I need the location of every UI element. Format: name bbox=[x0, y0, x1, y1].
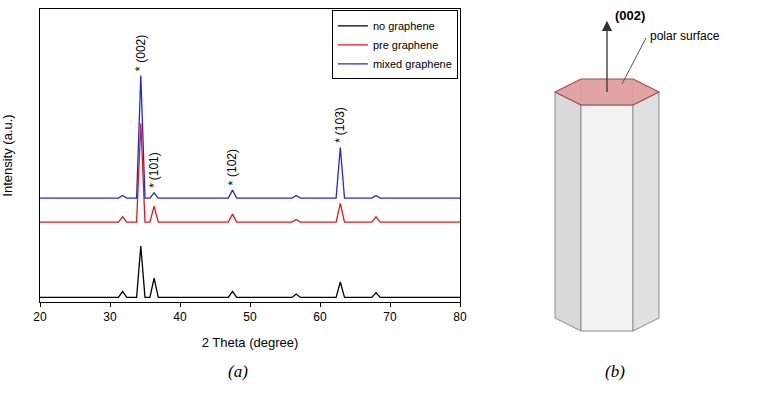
svg-text:Intensity (a.u.): Intensity (a.u.) bbox=[0, 114, 15, 196]
svg-text:2 Theta (degree): 2 Theta (degree) bbox=[202, 335, 299, 350]
html-text:(a): (a) bbox=[228, 362, 248, 381]
html-text:(b): (b) bbox=[605, 362, 625, 381]
svg-text:mixed graphene: mixed graphene bbox=[373, 58, 452, 70]
svg-text:*: * bbox=[333, 138, 347, 143]
svg-text:*: * bbox=[147, 183, 161, 188]
svg-text:polar surface: polar surface bbox=[650, 29, 720, 43]
svg-text:20: 20 bbox=[33, 310, 47, 324]
svg-text:no graphene: no graphene bbox=[373, 20, 435, 32]
svg-text:pre graphene: pre graphene bbox=[373, 39, 438, 51]
svg-text:30: 30 bbox=[103, 310, 117, 324]
svg-text:60: 60 bbox=[313, 310, 327, 324]
svg-text:(101): (101) bbox=[147, 152, 161, 180]
svg-text:(103): (103) bbox=[333, 107, 347, 135]
svg-text:50: 50 bbox=[243, 310, 257, 324]
svg-text:80: 80 bbox=[453, 310, 467, 324]
svg-text:70: 70 bbox=[383, 310, 397, 324]
svg-text:(002): (002) bbox=[615, 8, 645, 23]
svg-text:(102): (102) bbox=[225, 149, 239, 177]
svg-text:*: * bbox=[226, 180, 240, 185]
svg-text:(002): (002) bbox=[134, 35, 148, 63]
svg-text:40: 40 bbox=[173, 310, 187, 324]
svg-text:*: * bbox=[133, 66, 147, 71]
